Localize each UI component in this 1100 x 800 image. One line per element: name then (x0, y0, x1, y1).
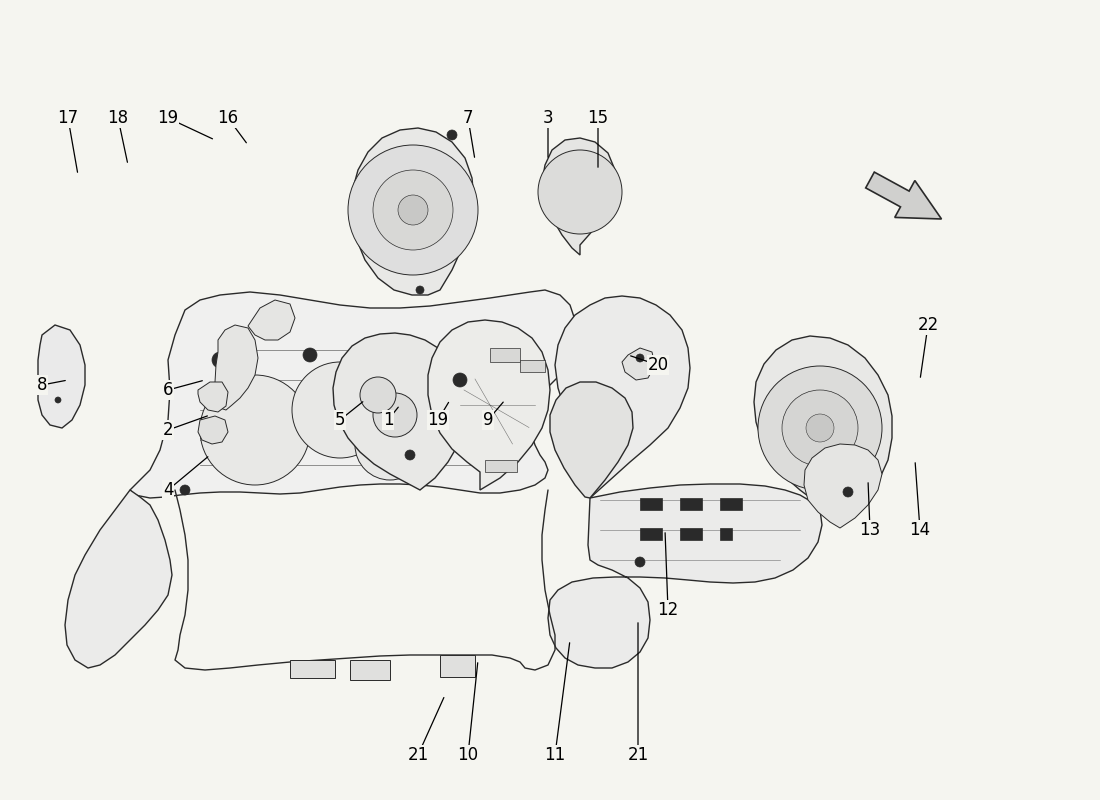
Circle shape (453, 373, 468, 387)
Circle shape (636, 354, 644, 362)
Polygon shape (640, 498, 662, 510)
Text: 1: 1 (383, 411, 394, 429)
Polygon shape (556, 296, 690, 498)
Text: 14: 14 (910, 521, 931, 539)
Polygon shape (804, 444, 882, 528)
Circle shape (200, 375, 310, 485)
Text: 13: 13 (859, 521, 881, 539)
Circle shape (405, 450, 415, 460)
Polygon shape (65, 490, 172, 668)
Polygon shape (333, 333, 465, 490)
Circle shape (292, 362, 388, 458)
Text: 22: 22 (917, 316, 938, 334)
Text: 19: 19 (428, 411, 449, 429)
Polygon shape (520, 360, 544, 372)
Circle shape (355, 410, 425, 480)
FancyArrow shape (866, 172, 942, 219)
Circle shape (212, 352, 228, 368)
Circle shape (398, 195, 428, 225)
Circle shape (360, 377, 396, 413)
Text: 18: 18 (108, 109, 129, 127)
Polygon shape (130, 290, 575, 498)
Circle shape (302, 348, 317, 362)
Polygon shape (198, 382, 228, 412)
Text: 8: 8 (36, 376, 47, 394)
Circle shape (843, 487, 852, 497)
Circle shape (400, 385, 460, 445)
Circle shape (348, 145, 478, 275)
Circle shape (538, 150, 621, 234)
Text: 10: 10 (458, 746, 478, 764)
Text: 6: 6 (163, 381, 174, 399)
Circle shape (373, 170, 453, 250)
Polygon shape (248, 300, 295, 340)
Polygon shape (440, 655, 475, 677)
Polygon shape (548, 484, 822, 668)
Text: 11: 11 (544, 746, 565, 764)
Polygon shape (350, 660, 390, 680)
Text: 19: 19 (157, 109, 178, 127)
Circle shape (55, 397, 60, 403)
Circle shape (782, 390, 858, 466)
Text: 21: 21 (627, 746, 649, 764)
Polygon shape (428, 320, 550, 490)
Text: 17: 17 (57, 109, 78, 127)
Text: 9: 9 (483, 411, 493, 429)
Polygon shape (621, 348, 654, 380)
Polygon shape (485, 460, 517, 472)
Polygon shape (290, 660, 336, 678)
Text: 16: 16 (218, 109, 239, 127)
Text: 3: 3 (542, 109, 553, 127)
Polygon shape (640, 528, 662, 540)
Circle shape (416, 286, 424, 294)
Polygon shape (680, 528, 702, 540)
Polygon shape (39, 325, 85, 428)
Circle shape (635, 557, 645, 567)
Text: 12: 12 (658, 601, 679, 619)
Text: 5: 5 (334, 411, 345, 429)
Text: 2: 2 (163, 421, 174, 439)
Polygon shape (198, 416, 228, 444)
Circle shape (373, 393, 417, 437)
Polygon shape (680, 498, 702, 510)
Text: 4: 4 (163, 481, 174, 499)
Text: 20: 20 (648, 356, 669, 374)
Polygon shape (490, 348, 520, 362)
Text: 7: 7 (463, 109, 473, 127)
Polygon shape (542, 138, 615, 255)
Circle shape (447, 130, 456, 140)
Text: 21: 21 (407, 746, 429, 764)
Polygon shape (720, 528, 732, 540)
Circle shape (758, 366, 882, 490)
Polygon shape (720, 498, 742, 510)
Circle shape (806, 414, 834, 442)
Text: 15: 15 (587, 109, 608, 127)
Polygon shape (352, 128, 474, 295)
Polygon shape (214, 325, 258, 410)
Polygon shape (754, 336, 892, 520)
Polygon shape (550, 382, 632, 498)
Circle shape (180, 485, 190, 495)
